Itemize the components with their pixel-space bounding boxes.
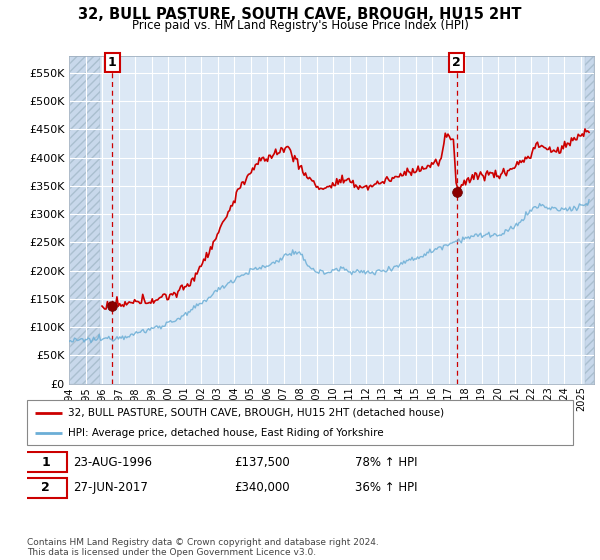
Text: 36% ↑ HPI: 36% ↑ HPI bbox=[355, 481, 417, 494]
Text: 32, BULL PASTURE, SOUTH CAVE, BROUGH, HU15 2HT (detached house): 32, BULL PASTURE, SOUTH CAVE, BROUGH, HU… bbox=[68, 408, 444, 418]
Text: 1: 1 bbox=[108, 56, 117, 69]
Bar bbox=[585, 56, 594, 384]
Text: 27-JUN-2017: 27-JUN-2017 bbox=[73, 481, 148, 494]
Text: Contains HM Land Registry data © Crown copyright and database right 2024.
This d: Contains HM Land Registry data © Crown c… bbox=[27, 538, 379, 557]
Bar bbox=[585, 56, 594, 384]
Bar bbox=[69, 56, 100, 384]
Text: Price paid vs. HM Land Registry's House Price Index (HPI): Price paid vs. HM Land Registry's House … bbox=[131, 19, 469, 32]
Text: 2: 2 bbox=[41, 481, 50, 494]
Text: 32, BULL PASTURE, SOUTH CAVE, BROUGH, HU15 2HT: 32, BULL PASTURE, SOUTH CAVE, BROUGH, HU… bbox=[78, 7, 522, 22]
FancyBboxPatch shape bbox=[24, 452, 67, 473]
Text: 2: 2 bbox=[452, 56, 461, 69]
Text: 78% ↑ HPI: 78% ↑ HPI bbox=[355, 456, 417, 469]
Text: £340,000: £340,000 bbox=[235, 481, 290, 494]
Bar bbox=[69, 56, 100, 384]
Text: 23-AUG-1996: 23-AUG-1996 bbox=[73, 456, 152, 469]
Text: £137,500: £137,500 bbox=[235, 456, 290, 469]
Text: HPI: Average price, detached house, East Riding of Yorkshire: HPI: Average price, detached house, East… bbox=[68, 428, 383, 438]
FancyBboxPatch shape bbox=[27, 400, 573, 445]
Text: 1: 1 bbox=[41, 456, 50, 469]
FancyBboxPatch shape bbox=[24, 478, 67, 498]
